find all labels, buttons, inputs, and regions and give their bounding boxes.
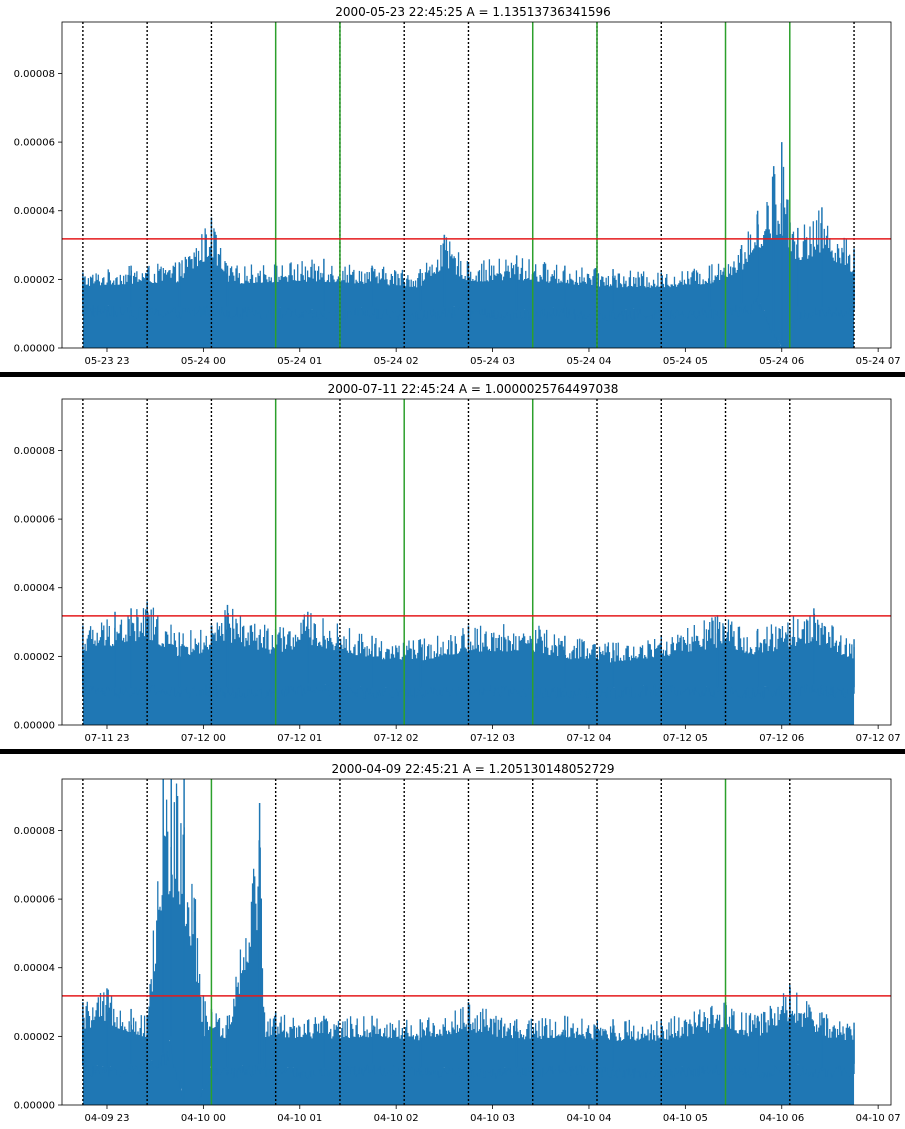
chart-1-xtick-label: 05-24 02	[374, 356, 419, 367]
chart-1-svg: 2000-05-23 22:45:25 A = 1.13513736341596…	[14, 5, 901, 367]
chart-2-ytick-label: 0.00000	[14, 721, 55, 732]
chart-3-xtick-label: 04-10 03	[470, 1113, 515, 1124]
chart-panel-1: 2000-05-23 22:45:25 A = 1.13513736341596…	[0, 0, 905, 372]
chart-2-ytick-label: 0.00008	[14, 446, 55, 457]
chart-3-axes-frame	[61, 778, 892, 1106]
chart-3-ytick-label: 0.00000	[14, 1101, 55, 1112]
panel-separator-2	[0, 749, 905, 754]
chart-1-xtick-label: 05-24 07	[856, 356, 901, 367]
chart-1-xtick-label: 05-24 06	[759, 356, 804, 367]
chart-2-svg: 2000-07-11 22:45:24 A = 1.00000257644970…	[14, 382, 901, 744]
chart-3-xtick-label: 04-09 23	[85, 1113, 130, 1124]
chart-2-title: 2000-07-11 22:45:24 A = 1.00000257644970…	[328, 382, 619, 396]
chart-1-ytick-label: 0.00002	[14, 275, 55, 286]
chart-1-xtick-label: 05-24 03	[470, 356, 515, 367]
chart-1-ytick-label: 0.00004	[14, 206, 55, 217]
chart-2-xtick-label: 07-12 00	[181, 733, 226, 744]
panel-separator-1	[0, 372, 905, 377]
chart-1-title: 2000-05-23 22:45:25 A = 1.13513736341596	[335, 5, 611, 19]
chart-3-ytick-label: 0.00006	[14, 895, 55, 906]
chart-3-xtick-label: 04-10 06	[759, 1113, 804, 1124]
chart-3-xtick-label: 04-10 02	[374, 1113, 419, 1124]
chart-3-ytick-label: 0.00004	[14, 963, 55, 974]
chart-1-ytick-label: 0.00008	[14, 69, 55, 80]
chart-1-ytick-label: 0.00000	[14, 344, 55, 355]
chart-2-axes-frame	[61, 398, 892, 726]
chart-2-xtick-label: 07-11 23	[85, 733, 130, 744]
chart-2-xtick-label: 07-12 06	[759, 733, 804, 744]
chart-2-ytick-label: 0.00002	[14, 652, 55, 663]
chart-1-xtick-label: 05-24 05	[663, 356, 708, 367]
chart-3-xtick-label: 04-10 04	[566, 1113, 611, 1124]
chart-1-xtick-label: 05-24 01	[277, 356, 322, 367]
chart-2-xtick-label: 07-12 05	[663, 733, 708, 744]
chart-1-xtick-label: 05-23 23	[85, 356, 130, 367]
chart-2-ytick-label: 0.00004	[14, 583, 55, 594]
chart-1-xtick-label: 05-24 00	[181, 356, 226, 367]
chart-1-axes-frame	[61, 21, 892, 349]
chart-3-title: 2000-04-09 22:45:21 A = 1.20513014805272…	[331, 762, 614, 776]
chart-2-xtick-label: 07-12 03	[470, 733, 515, 744]
chart-2-xtick-label: 07-12 02	[374, 733, 419, 744]
chart-3-svg: 2000-04-09 22:45:21 A = 1.20513014805272…	[14, 762, 901, 1124]
chart-3-xtick-label: 04-10 00	[181, 1113, 226, 1124]
chart-3-xtick-label: 04-10 05	[663, 1113, 708, 1124]
chart-2-xtick-label: 07-12 01	[277, 733, 322, 744]
chart-2-ytick-label: 0.00006	[14, 515, 55, 526]
chart-panel-3: 2000-04-09 22:45:21 A = 1.20513014805272…	[0, 754, 905, 1129]
chart-3-xtick-label: 04-10 07	[856, 1113, 901, 1124]
chart-3-xtick-label: 04-10 01	[277, 1113, 322, 1124]
chart-1-ytick-label: 0.00006	[14, 138, 55, 149]
chart-3-ytick-label: 0.00002	[14, 1032, 55, 1043]
chart-1-xtick-label: 05-24 04	[566, 356, 611, 367]
chart-2-xtick-label: 07-12 07	[856, 733, 901, 744]
chart-2-xtick-label: 07-12 04	[566, 733, 611, 744]
chart-3-ytick-label: 0.00008	[14, 826, 55, 837]
chart-panel-2: 2000-07-11 22:45:24 A = 1.00000257644970…	[0, 377, 905, 749]
